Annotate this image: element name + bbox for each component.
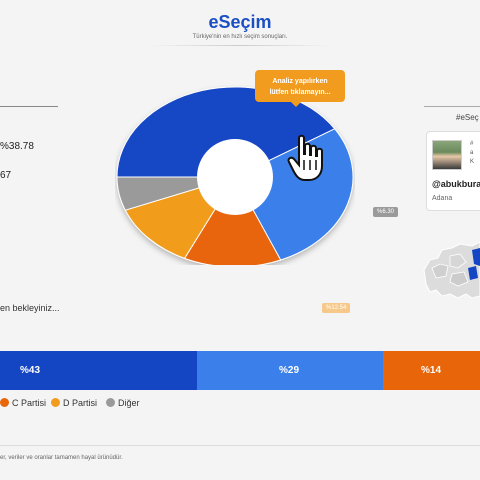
result-bar-c[interactable]: %14 xyxy=(383,351,480,390)
result-bar-a[interactable]: %43 xyxy=(0,351,197,390)
legend-item-d-party[interactable]: D Partisi xyxy=(51,398,97,408)
legend-label: C Partisi xyxy=(12,398,47,408)
analysis-tooltip: Analiz yapılırken lütfen tıklamayın... xyxy=(255,70,345,102)
participation-percent: %38.78 xyxy=(0,141,34,152)
hand-pointer-icon xyxy=(287,134,323,181)
legend-item-c-party[interactable]: C Partisi xyxy=(0,398,46,408)
footer-disclaimer: er, veriler ve oranlar tamamen hayal ürü… xyxy=(0,455,123,461)
legend-item-other[interactable]: Diğer xyxy=(106,398,140,408)
tooltip-tail xyxy=(290,101,302,107)
legend-dot-other xyxy=(106,398,115,407)
brand-logo[interactable]: eSeçim xyxy=(208,12,272,32)
header: eSeçim Türkiye'nin en hızlı seçim sonuçl… xyxy=(0,0,480,60)
left-panel-divider xyxy=(0,106,58,107)
avatar[interactable] xyxy=(432,140,462,170)
footer-divider xyxy=(0,445,480,446)
result-bar-b[interactable]: %29 xyxy=(197,351,383,390)
ballot-count: 67 xyxy=(0,170,12,181)
hashtag-title: #eSeç xyxy=(456,113,479,122)
donut-hole xyxy=(197,139,273,215)
tweet-text: # a K xyxy=(470,141,475,165)
legend-label: Diğer xyxy=(118,398,140,408)
results-donut-chart[interactable] xyxy=(115,85,355,265)
slice-label-d-party: %12.54 xyxy=(322,303,351,313)
tooltip-line-2: lütfen tıklamayın... xyxy=(269,89,331,96)
result-bar-b-label: %29 xyxy=(279,365,300,376)
result-bar-a-label: %43 xyxy=(20,365,41,376)
waiting-message: en bekleyiniz... xyxy=(0,303,60,313)
legend-dot-c-party xyxy=(0,398,9,407)
tweet-username[interactable]: @abukbura xyxy=(432,179,480,189)
tooltip-line-1: Analiz yapılırken xyxy=(272,78,328,85)
donut-slice-2[interactable] xyxy=(183,176,282,265)
tagline: Türkiye'nin en hızlı seçim sonuçları. xyxy=(192,34,288,40)
donut-slice-0[interactable] xyxy=(116,86,336,178)
donut-slice-1[interactable] xyxy=(234,128,354,261)
legend-dot-d-party xyxy=(51,398,60,407)
tweet-city: Adana xyxy=(432,195,453,202)
result-bar-c-label: %14 xyxy=(421,365,442,376)
tagline-divider xyxy=(150,45,330,46)
legend-label: D Partisi xyxy=(63,398,98,408)
slice-label-other: %6.30 xyxy=(373,207,399,217)
turkey-map-icon[interactable] xyxy=(422,236,480,306)
right-panel-divider xyxy=(424,106,480,107)
